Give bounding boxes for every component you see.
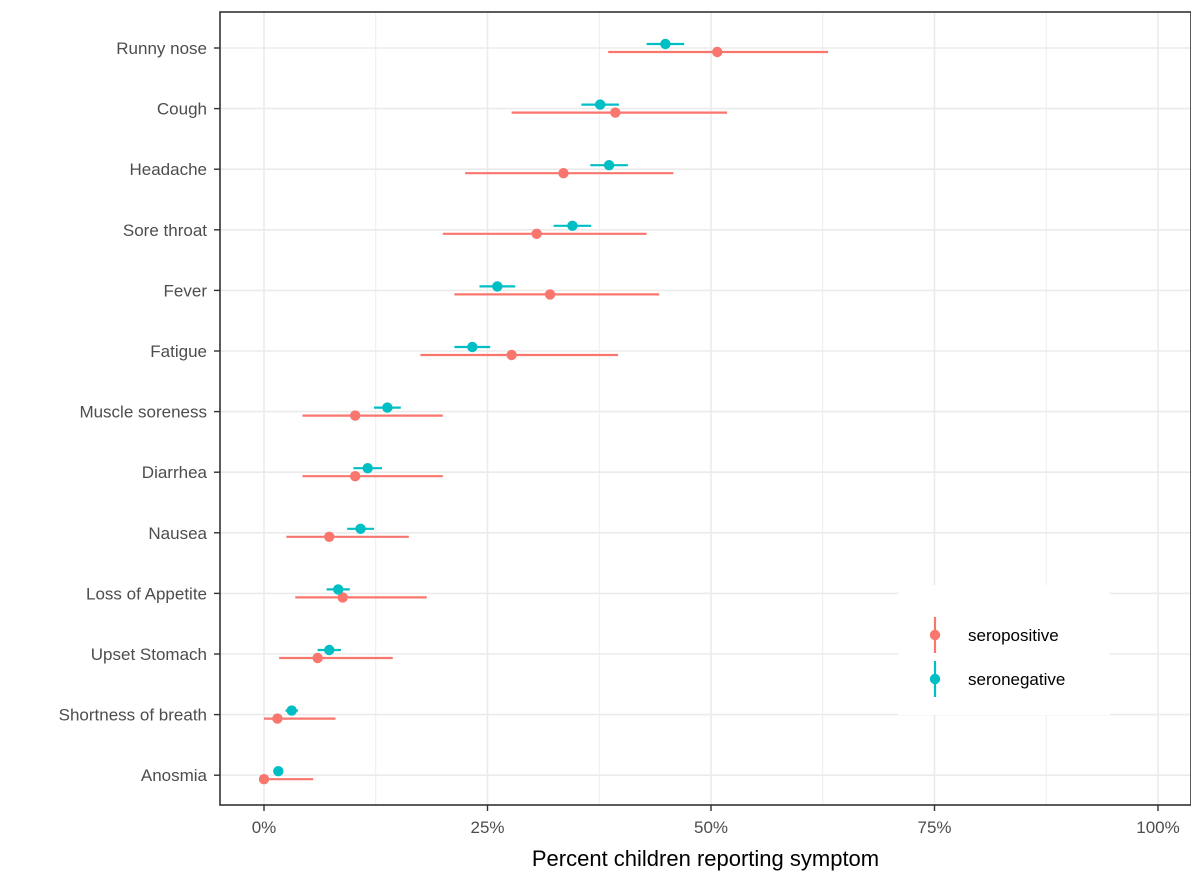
y-tick-label: Upset Stomach (91, 645, 207, 664)
y-tick-label: Headache (129, 160, 207, 179)
axes: Runny nose Cough Headache Sore throat Fever F… (59, 39, 1180, 837)
seropositive-point (312, 652, 323, 664)
legend-label-seropositive: seropositive (968, 626, 1059, 645)
y-tick-label: Shortness of breath (59, 706, 207, 725)
y-tick-label: Loss of Appetite (86, 584, 207, 603)
y-tick-label: Muscle soreness (79, 403, 207, 422)
seronegative-point (382, 402, 393, 413)
seropositive-point (349, 471, 361, 482)
seropositive-point (506, 349, 517, 361)
x-tick-label: 100% (1136, 818, 1179, 837)
seronegative-point (603, 160, 615, 171)
seronegative-point (333, 584, 344, 595)
seropositive-point (531, 228, 542, 239)
seropositive-point (324, 531, 335, 542)
legend-label-seronegative: seronegative (968, 670, 1065, 689)
legend-background (898, 585, 1110, 715)
seronegative-point (362, 463, 373, 474)
data-marks (258, 38, 829, 785)
y-tick-label: Runny nose (116, 39, 207, 58)
seronegative-point (324, 644, 335, 656)
seropositive-point (258, 774, 270, 785)
seropositive-point (544, 289, 556, 300)
seronegative-point (660, 38, 671, 50)
legend-key-seropositive-point (929, 629, 941, 641)
x-tick-label: 50% (694, 818, 728, 837)
seropositive-point (272, 713, 283, 724)
x-tick-label: 75% (917, 818, 951, 837)
grid (220, 12, 1191, 805)
y-tick-label: Diarrhea (142, 463, 208, 482)
y-tick-label: Cough (157, 100, 207, 119)
panel-border (219, 11, 1191, 806)
seronegative-point (492, 281, 503, 292)
x-tick-label: 25% (470, 818, 504, 837)
seronegative-point (286, 705, 297, 716)
seronegative-point (594, 99, 606, 110)
seropositive-point (712, 46, 723, 58)
legend: seropositive seronegative (898, 585, 1110, 715)
y-tick-label: Nausea (148, 524, 207, 543)
x-tick-label: 0% (252, 818, 277, 837)
seropositive-point (610, 107, 621, 118)
y-tick-label: Sore throat (123, 221, 207, 240)
seronegative-point (567, 220, 578, 231)
x-axis-title: Percent children reporting symptom (532, 846, 879, 871)
seropositive-point (349, 410, 361, 421)
seropositive-point (337, 592, 348, 603)
y-tick-label: Fever (164, 281, 208, 300)
seronegative-point (467, 341, 478, 353)
seronegative-point (273, 766, 284, 777)
seronegative-point (355, 523, 366, 534)
y-tick-label: Fatigue (150, 342, 207, 361)
y-tick-label: Anosmia (141, 766, 208, 785)
seropositive-point (558, 168, 569, 179)
legend-key-seronegative-point (929, 673, 941, 685)
